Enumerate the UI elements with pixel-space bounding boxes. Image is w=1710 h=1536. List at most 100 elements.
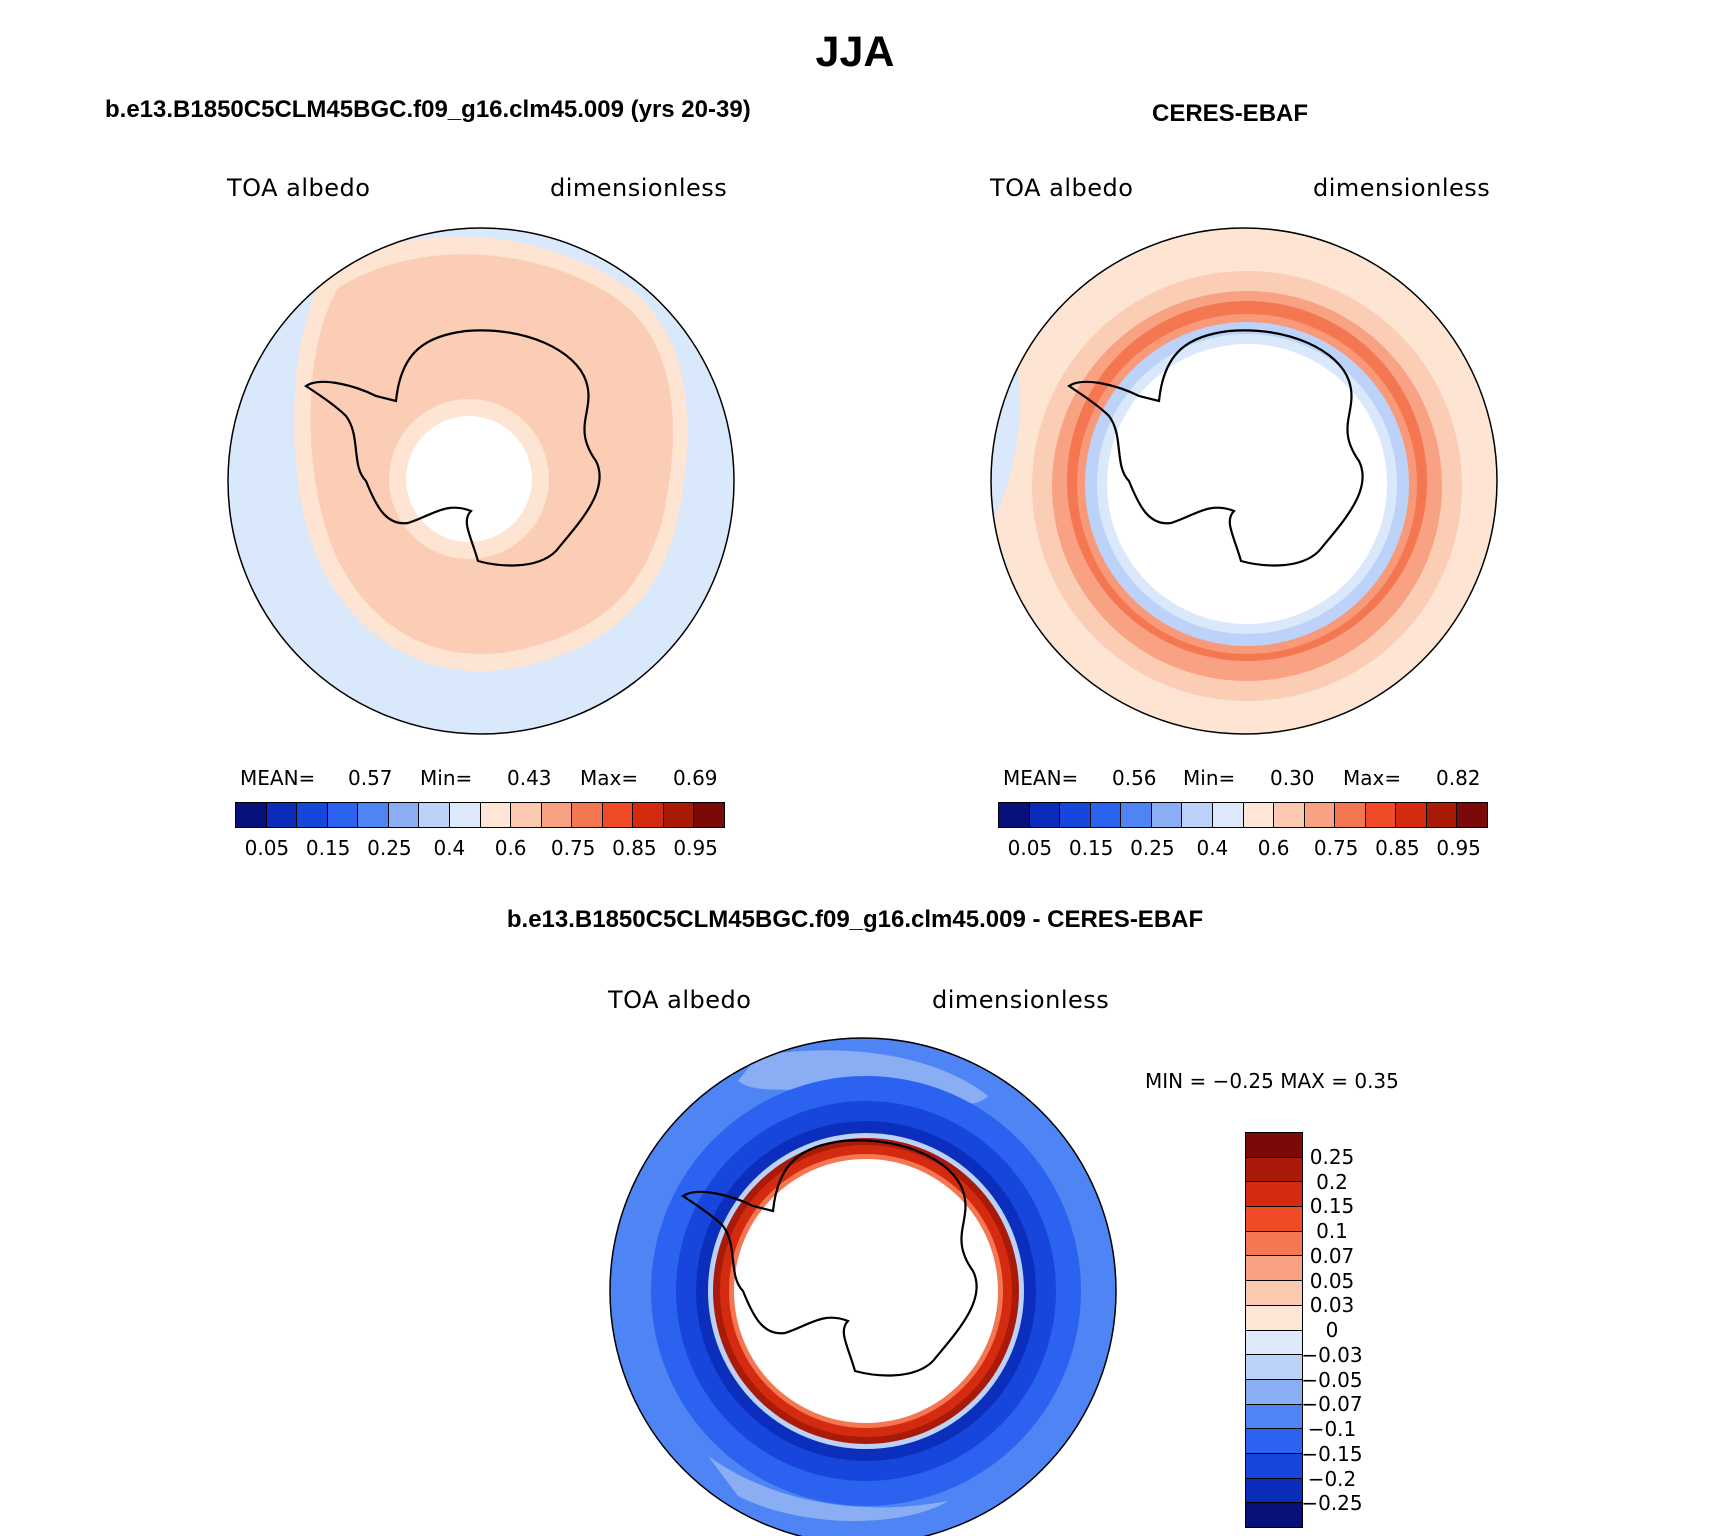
diff-colorbar-swatch bbox=[1246, 1256, 1302, 1282]
diff-colorbar-swatch bbox=[1246, 1503, 1302, 1527]
obs-colorbar-tick-label: 0.6 bbox=[1257, 836, 1290, 860]
diff-colorbar-tick-label: −0.05 bbox=[1301, 1367, 1363, 1392]
diff-colorbar-tick-label: 0.05 bbox=[1309, 1268, 1355, 1293]
diff-polar-map bbox=[609, 1037, 1117, 1536]
obs-units-label: dimensionless bbox=[1313, 174, 1491, 202]
model-colorbar-tick-label: 0.95 bbox=[673, 836, 718, 860]
model-colorbar-swatch bbox=[297, 803, 328, 827]
diff-colorbar-swatch bbox=[1246, 1207, 1302, 1232]
diff-colorbar-tick-label: 0.15 bbox=[1309, 1194, 1355, 1219]
model-case-title: b.e13.B1850C5CLM45BGC.f09_g16.clm45.009 … bbox=[105, 96, 751, 123]
diff-colorbar-tick-label: 0.2 bbox=[1316, 1169, 1348, 1194]
diff-units-label: dimensionless bbox=[932, 986, 1110, 1014]
obs-variable-label: TOA albedo bbox=[990, 174, 1134, 202]
figure-title: JJA bbox=[815, 28, 895, 76]
diff-colorbar-swatch bbox=[1246, 1231, 1302, 1257]
diff-colorbar-swatch bbox=[1246, 1404, 1302, 1430]
obs-colorbar-swatch bbox=[1212, 803, 1244, 827]
obs-max-value: 0.82 bbox=[1436, 766, 1481, 790]
model-colorbar-swatch bbox=[633, 803, 664, 827]
model-mean-value: 0.57 bbox=[348, 766, 393, 790]
model-min-value: 0.43 bbox=[507, 766, 552, 790]
diff-colorbar-tick-label: 0.25 bbox=[1309, 1144, 1355, 1169]
model-colorbar-swatch bbox=[511, 803, 542, 827]
obs-colorbar-swatch bbox=[1182, 803, 1213, 827]
model-antarctica-coastline bbox=[304, 329, 601, 567]
model-colorbar-tick-label: 0.75 bbox=[550, 836, 596, 860]
model-colorbar-swatch bbox=[327, 803, 359, 827]
diff-colorbar-swatch bbox=[1246, 1355, 1302, 1380]
model-mean-label: MEAN= bbox=[240, 766, 316, 790]
obs-colorbar-ticks: 0.05 0.15 0.25 0.4 0.6 0.75 0.85 0.95 bbox=[998, 836, 1488, 862]
model-variable-label: TOA albedo bbox=[227, 174, 371, 202]
model-colorbar-swatch bbox=[541, 803, 573, 827]
diff-colorbar-tick-label: −0.1 bbox=[1307, 1417, 1357, 1441]
obs-colorbar-swatch bbox=[1121, 803, 1152, 827]
diff-colorbar-swatch bbox=[1246, 1157, 1302, 1183]
diff-colorbar-tick-label: 0.07 bbox=[1309, 1243, 1355, 1268]
obs-colorbar-swatch bbox=[1151, 803, 1183, 827]
obs-colorbar-swatch bbox=[1029, 803, 1061, 827]
model-colorbar-swatch bbox=[358, 803, 389, 827]
model-colorbar-tick-label: 0.4 bbox=[433, 836, 466, 860]
model-colorbar-swatch bbox=[602, 803, 634, 827]
obs-colorbar-swatch bbox=[1396, 803, 1427, 827]
diff-minmax-text: MIN = −0.25 MAX = 0.35 bbox=[1145, 1069, 1399, 1093]
model-colorbar-swatch bbox=[480, 803, 512, 827]
model-colorbar-swatch bbox=[419, 803, 450, 827]
obs-colorbar-swatch bbox=[1274, 803, 1305, 827]
diff-variable-label: TOA albedo bbox=[608, 986, 752, 1014]
model-colorbar-swatch bbox=[388, 803, 420, 827]
diff-colorbar-tick-label: −0.03 bbox=[1301, 1342, 1363, 1367]
diff-colorbar-swatch bbox=[1246, 1305, 1302, 1331]
diff-colorbar-tick-label: −0.2 bbox=[1307, 1466, 1357, 1491]
obs-polar-map bbox=[990, 227, 1498, 735]
diff-colorbar-tick-label: −0.07 bbox=[1301, 1392, 1363, 1417]
model-colorbar-ticks: 0.05 0.15 0.25 0.4 0.6 0.75 0.85 0.95 bbox=[235, 836, 725, 862]
obs-antarctica-coastline bbox=[1067, 329, 1364, 567]
obs-colorbar-swatch bbox=[1243, 803, 1275, 827]
obs-colorbar-swatch bbox=[1335, 803, 1366, 827]
obs-colorbar-swatch bbox=[1365, 803, 1397, 827]
obs-min-value: 0.30 bbox=[1270, 766, 1315, 790]
diff-colorbar-swatch bbox=[1246, 1429, 1302, 1454]
model-max-value: 0.69 bbox=[673, 766, 718, 790]
obs-mean-label: MEAN= bbox=[1003, 766, 1079, 790]
obs-colorbar-tick-label: 0.4 bbox=[1196, 836, 1229, 860]
model-colorbar-swatch bbox=[266, 803, 298, 827]
model-colorbar-swatch bbox=[236, 803, 267, 827]
model-colorbar bbox=[235, 802, 725, 828]
obs-colorbar-tick-label: 0.75 bbox=[1313, 836, 1359, 860]
obs-colorbar bbox=[998, 802, 1488, 828]
obs-colorbar-swatch bbox=[1304, 803, 1336, 827]
model-colorbar-swatch bbox=[572, 803, 603, 827]
obs-colorbar-tick-label: 0.05 bbox=[1007, 836, 1053, 860]
obs-colorbar-tick-label: 0.85 bbox=[1375, 836, 1420, 860]
diff-antarctica-coastline bbox=[681, 1139, 978, 1377]
diff-colorbar-swatch bbox=[1246, 1453, 1302, 1479]
diff-colorbar-swatch bbox=[1246, 1182, 1302, 1208]
obs-min-label: Min= bbox=[1183, 766, 1236, 790]
obs-colorbar-swatch bbox=[1457, 803, 1487, 827]
model-units-label: dimensionless bbox=[550, 174, 728, 202]
model-min-label: Min= bbox=[420, 766, 473, 790]
diff-colorbar-tick-label: −0.25 bbox=[1301, 1491, 1363, 1516]
obs-colorbar-tick-label: 0.25 bbox=[1130, 836, 1175, 860]
obs-case-title: CERES-EBAF bbox=[1152, 100, 1309, 127]
diff-colorbar-swatch bbox=[1246, 1133, 1302, 1158]
obs-colorbar-swatch bbox=[1426, 803, 1458, 827]
model-colorbar-tick-label: 0.05 bbox=[244, 836, 290, 860]
diff-case-title: b.e13.B1850C5CLM45BGC.f09_g16.clm45.009 … bbox=[506, 906, 1204, 933]
diff-colorbar-tick-label: 0 bbox=[1325, 1318, 1339, 1342]
model-colorbar-tick-label: 0.15 bbox=[305, 836, 351, 860]
model-max-label: Max= bbox=[580, 766, 639, 790]
diff-colorbar-swatch bbox=[1246, 1281, 1302, 1306]
model-colorbar-swatch bbox=[449, 803, 481, 827]
diff-colorbar-swatch bbox=[1246, 1379, 1302, 1405]
diff-colorbar-tick-label: 0.1 bbox=[1316, 1219, 1348, 1243]
obs-colorbar-tick-label: 0.15 bbox=[1068, 836, 1114, 860]
diff-colorbar-swatch bbox=[1246, 1330, 1302, 1356]
obs-mean-value: 0.56 bbox=[1112, 766, 1157, 790]
obs-colorbar-swatch bbox=[1090, 803, 1122, 827]
obs-colorbar-tick-label: 0.95 bbox=[1436, 836, 1481, 860]
